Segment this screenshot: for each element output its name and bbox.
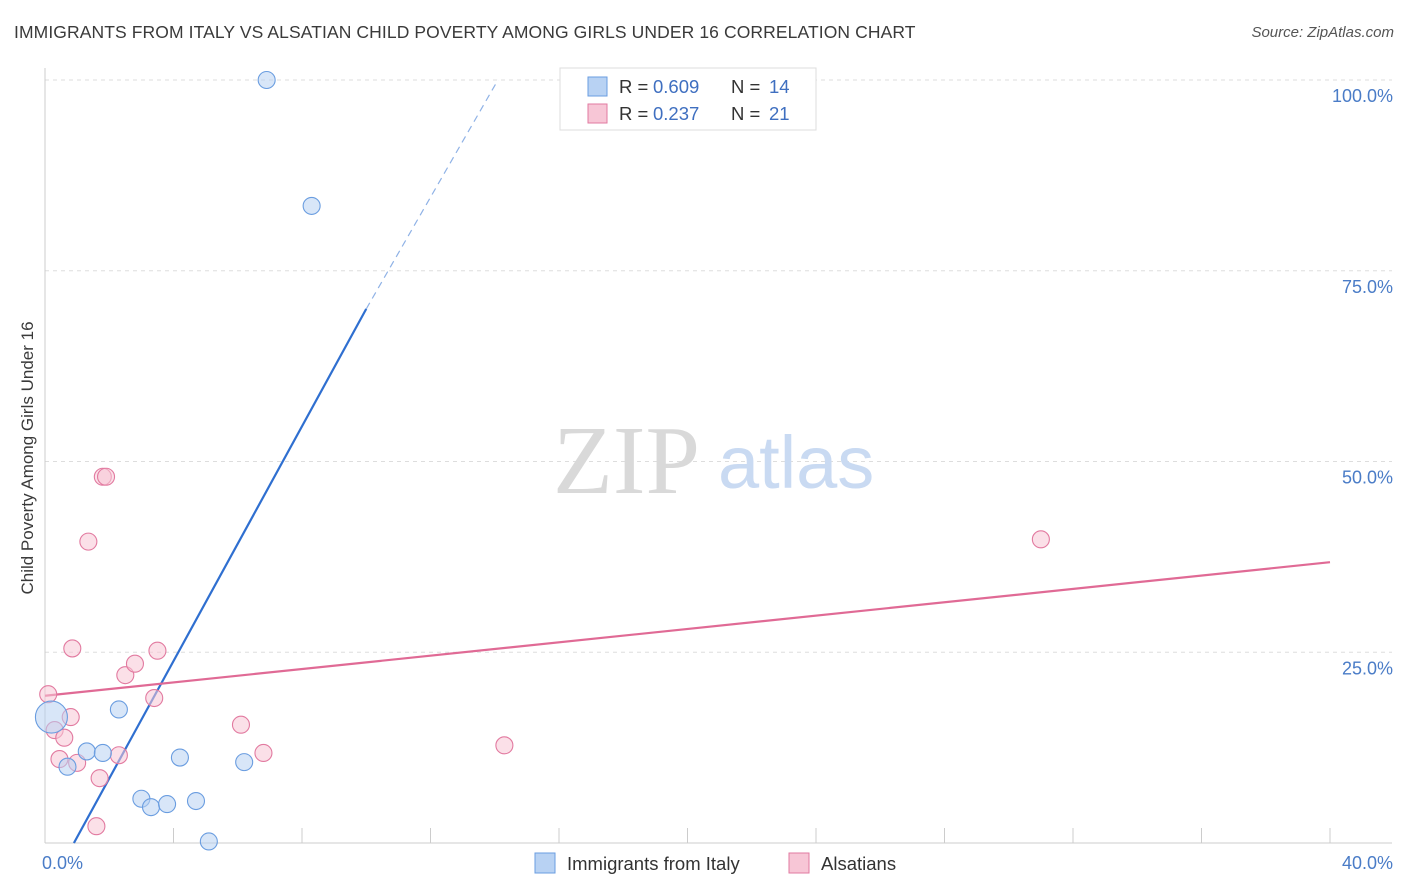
legend-n-label: N = xyxy=(731,76,760,97)
data-points xyxy=(34,70,1050,851)
point-alsatians xyxy=(87,817,106,836)
legend-r-value: 0.237 xyxy=(653,103,699,124)
point-italy xyxy=(235,753,254,772)
trend-line-alsatians xyxy=(44,561,1331,697)
y-tick-label: 25.0% xyxy=(1342,658,1393,678)
point-alsatians xyxy=(495,736,514,755)
x-tick-label-max: 40.0% xyxy=(1342,853,1393,873)
x-tick-label-min: 0.0% xyxy=(42,853,83,873)
point-italy xyxy=(257,70,276,90)
point-italy xyxy=(109,700,128,719)
series-legend-swatch-0 xyxy=(534,852,556,874)
y-axis-label: Child Poverty Among Girls Under 16 xyxy=(18,321,37,594)
point-alsatians xyxy=(55,728,74,747)
legend-swatch-0 xyxy=(587,76,608,97)
point-alsatians xyxy=(231,715,251,734)
legend-r-label: R = xyxy=(619,103,648,124)
legend-swatch-1 xyxy=(587,103,608,124)
legend-n-value: 14 xyxy=(769,76,790,97)
legend-r-value: 0.609 xyxy=(653,76,699,97)
point-alsatians xyxy=(96,467,116,486)
point-alsatians xyxy=(39,685,58,704)
legend-r-label: R = xyxy=(619,76,648,97)
point-italy xyxy=(77,742,96,761)
point-italy xyxy=(170,748,189,767)
point-italy xyxy=(158,795,177,814)
series-legend-label-0: Immigrants from Italy xyxy=(567,853,740,874)
point-alsatians xyxy=(1031,530,1050,549)
watermark-zip: ZIP xyxy=(553,407,700,515)
watermark: ZIP atlas xyxy=(553,407,874,515)
series-legend-label-1: Alsatians xyxy=(821,853,896,874)
legend-n-value: 21 xyxy=(769,103,790,124)
point-alsatians xyxy=(254,743,273,763)
point-italy xyxy=(34,700,68,734)
point-italy xyxy=(58,757,77,776)
point-alsatians xyxy=(79,532,98,551)
y-tick-labels: 25.0% 50.0% 75.0% 100.0% xyxy=(1332,86,1393,678)
y-tick-label: 75.0% xyxy=(1342,277,1393,297)
point-italy xyxy=(93,743,112,763)
point-italy xyxy=(302,196,321,215)
point-alsatians xyxy=(145,688,164,708)
series-legend-swatch-1 xyxy=(788,852,810,874)
point-italy xyxy=(141,798,161,817)
point-alsatians xyxy=(63,639,82,658)
watermark-atlas: atlas xyxy=(718,421,874,504)
correlation-legend: R = 0.609 N = 14 R = 0.237 N = 21 xyxy=(559,67,817,131)
trend-line-italy-extrapolated xyxy=(365,79,499,310)
point-italy xyxy=(186,791,206,811)
chart-title: IMMIGRANTS FROM ITALY VS ALSATIAN CHILD … xyxy=(14,22,916,42)
y-tick-label: 100.0% xyxy=(1332,86,1393,106)
x-tick-labels: 0.0% 40.0% xyxy=(42,853,1393,873)
point-alsatians xyxy=(109,746,128,765)
y-tick-label: 50.0% xyxy=(1342,468,1393,488)
point-italy xyxy=(199,832,218,851)
point-alsatians xyxy=(125,654,144,673)
series-legend: Immigrants from Italy Alsatians xyxy=(534,852,896,874)
point-alsatians xyxy=(148,641,167,660)
point-alsatians xyxy=(90,769,109,788)
gridlines xyxy=(45,79,1392,653)
legend-n-label: N = xyxy=(731,103,760,124)
chart-source: Source: ZipAtlas.com xyxy=(1251,24,1394,41)
